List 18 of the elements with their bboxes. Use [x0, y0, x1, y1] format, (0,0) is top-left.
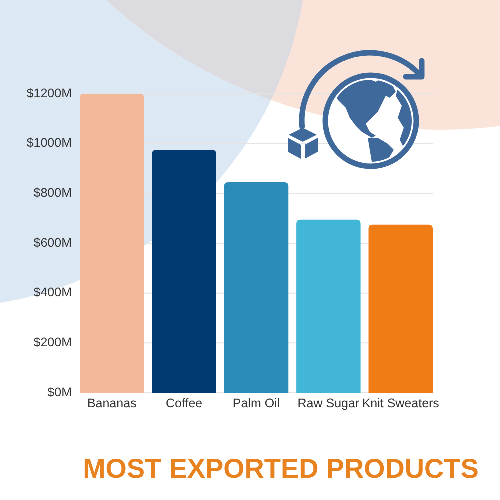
x-tick-label: Bananas — [87, 396, 137, 410]
bar — [80, 94, 144, 393]
y-tick-label: $600M — [34, 236, 72, 250]
x-tick-label: Raw Sugar — [298, 396, 360, 410]
bar — [296, 220, 361, 393]
y-tick-label: $200M — [34, 335, 72, 350]
text: MOST EXPORTED PRODUCTS — [83, 453, 479, 484]
bar — [224, 182, 289, 393]
x-tick-label: Coffee — [166, 396, 203, 410]
x-tick-label: Palm Oil — [232, 396, 280, 410]
y-tick-label: $1000M — [26, 136, 72, 150]
bar — [152, 150, 216, 393]
bar — [368, 224, 433, 393]
y-tick-label: $800M — [34, 186, 72, 200]
x-tick-label: Knit Sweaters — [362, 396, 440, 410]
y-tick-label: $0M — [48, 385, 72, 400]
y-tick-label: $1200M — [26, 86, 72, 100]
y-tick-label: $400M — [34, 286, 72, 300]
